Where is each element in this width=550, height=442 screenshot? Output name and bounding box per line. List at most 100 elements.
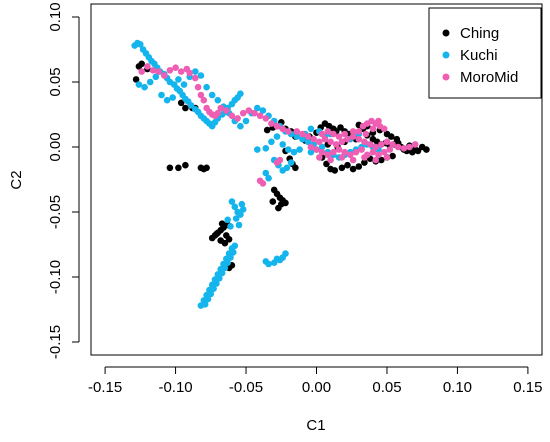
point-ching-13 (203, 164, 210, 172)
point-moromid-62 (335, 146, 343, 153)
point-moromid-29 (273, 122, 281, 130)
point-kuchi-80 (287, 159, 295, 166)
point-moromid-69 (375, 151, 382, 159)
point-moromid-43 (332, 141, 340, 148)
point-moromid-63 (341, 148, 349, 156)
x-axis-title: C1 (306, 417, 325, 434)
point-kuchi-2 (137, 41, 144, 48)
point-ching-4 (177, 99, 185, 107)
point-moromid-88 (307, 143, 315, 151)
point-moromid-5 (166, 67, 174, 74)
point-kuchi-112 (221, 264, 229, 272)
point-ching-24 (218, 220, 226, 227)
point-kuchi-124 (307, 148, 315, 156)
point-ching-8 (166, 164, 174, 172)
point-moromid-53 (389, 141, 396, 148)
point-moromid-46 (349, 133, 357, 140)
point-moromid-70 (380, 148, 388, 156)
point-ching-25 (213, 230, 220, 238)
point-moromid-2 (149, 67, 157, 74)
x-tick-label-5: 0.10 (443, 379, 472, 396)
point-moromid-83 (341, 130, 349, 138)
point-moromid-65 (352, 148, 360, 156)
point-kuchi-83 (228, 198, 236, 205)
point-kuchi-71 (273, 133, 281, 140)
point-kuchi-115 (230, 249, 237, 256)
point-kuchi-47 (197, 72, 205, 79)
point-moromid-93 (361, 154, 368, 161)
point-kuchi-113 (224, 259, 231, 267)
y-axis-title: C2 (8, 170, 25, 189)
point-kuchi-65 (299, 135, 306, 143)
point-kuchi-39 (152, 73, 160, 81)
point-kuchi-43 (175, 76, 182, 83)
point-ching-84 (344, 161, 351, 169)
plot-frame (90, 3, 543, 356)
point-kuchi-19 (187, 102, 195, 109)
point-moromid-32 (293, 128, 301, 135)
point-moromid-22 (234, 115, 241, 122)
point-kuchi-50 (214, 96, 222, 104)
point-moromid-24 (245, 107, 253, 114)
point-moromid-68 (369, 148, 377, 156)
y-tick-label-2: -0.05 (47, 195, 64, 229)
x-tick-label-4: 0.05 (372, 379, 401, 396)
point-ching-5 (182, 104, 189, 112)
point-moromid-19 (217, 104, 224, 112)
point-ching-86 (355, 163, 363, 170)
point-ching-97 (393, 135, 401, 143)
point-moromid-10 (192, 74, 199, 82)
point-moromid-80 (369, 125, 377, 133)
point-moromid-84 (335, 133, 343, 140)
point-moromid-34 (304, 133, 312, 140)
point-moromid-9 (186, 69, 193, 77)
x-tick-label-0: -0.15 (88, 379, 122, 396)
point-kuchi-55 (242, 117, 250, 125)
y-tick-label-4: 0.05 (47, 67, 64, 96)
point-kuchi-35 (237, 90, 244, 97)
legend-marker-moromid (442, 73, 450, 81)
point-ching-87 (361, 159, 368, 166)
legend-label-moromid: MoroMid (460, 69, 518, 86)
point-moromid-3 (155, 68, 162, 75)
point-moromid-27 (262, 115, 270, 122)
point-moromid-0 (138, 68, 145, 75)
point-ching-82 (331, 167, 339, 174)
point-moromid-12 (197, 91, 205, 99)
point-moromid-78 (380, 125, 388, 133)
point-kuchi-109 (213, 280, 220, 287)
point-moromid-11 (194, 83, 202, 91)
point-kuchi-86 (232, 215, 240, 222)
point-moromid-59 (318, 148, 326, 156)
point-moromid-42 (327, 138, 334, 146)
point-kuchi-89 (239, 206, 247, 213)
point-kuchi-37 (141, 83, 148, 91)
point-kuchi-38 (146, 78, 154, 86)
point-ching-22 (221, 239, 229, 247)
y-tick-label-3: 0.00 (47, 132, 64, 161)
point-moromid-13 (200, 96, 208, 104)
point-moromid-41 (321, 135, 329, 143)
point-moromid-30 (279, 125, 287, 133)
point-moromid-89 (316, 154, 323, 161)
point-moromid-50 (372, 143, 380, 151)
point-moromid-94 (372, 156, 380, 164)
point-ching-35 (278, 200, 285, 208)
point-moromid-91 (338, 154, 346, 161)
point-moromid-61 (330, 148, 337, 156)
legend-label-ching: Ching (460, 25, 499, 42)
point-moromid-72 (355, 128, 363, 135)
point-moromid-6 (172, 64, 179, 71)
points-layer (131, 39, 430, 309)
point-kuchi-116 (231, 242, 239, 250)
point-kuchi-79 (283, 164, 291, 172)
point-kuchi-70 (268, 138, 275, 146)
point-ching-80 (323, 160, 330, 168)
point-moromid-55 (400, 145, 408, 152)
legend-box (428, 7, 542, 99)
point-moromid-81 (362, 130, 370, 138)
point-kuchi-84 (231, 203, 239, 211)
point-moromid-92 (349, 156, 357, 164)
point-moromid-64 (347, 151, 354, 159)
point-kuchi-72 (279, 141, 287, 148)
